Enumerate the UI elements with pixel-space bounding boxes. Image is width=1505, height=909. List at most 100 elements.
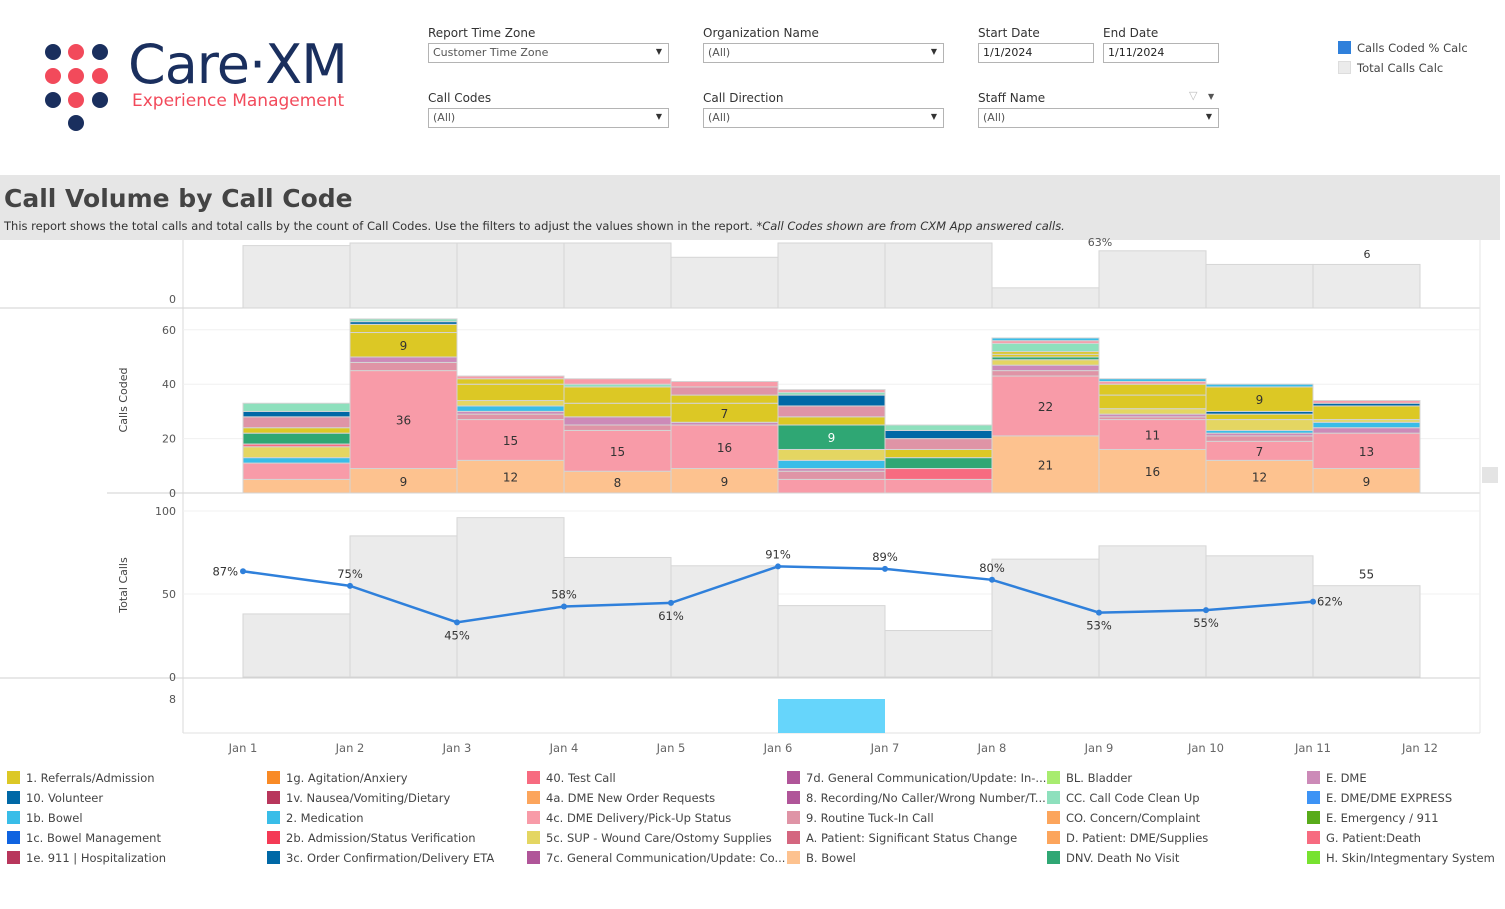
stacked-segment — [1098, 416, 1207, 421]
pct-point — [989, 576, 995, 583]
legend-item[interactable]: E. DME — [1307, 771, 1367, 789]
legend-item[interactable]: 1v. Nausea/Vomiting/Dietary — [267, 791, 450, 809]
y-tick-label: 60 — [162, 324, 176, 337]
legend-item[interactable]: 4c. DME Delivery/Pick-Up Status — [527, 811, 731, 829]
x-tick-label: Jan 8 — [977, 741, 1007, 755]
legend-item[interactable]: CC. Call Code Clean Up — [1047, 791, 1200, 809]
stacked-segment — [1312, 468, 1421, 494]
pct-label: 53% — [1086, 619, 1112, 633]
legend-swatch — [1047, 791, 1060, 804]
legend-item[interactable]: G. Patient:Death — [1307, 831, 1421, 849]
legend-item[interactable]: 1c. Bowel Management — [7, 831, 161, 849]
legend-item[interactable]: 1e. 911 | Hospitalization — [7, 851, 166, 869]
stacked-segment — [1098, 383, 1207, 396]
legend-item[interactable]: A. Patient: Significant Status Change — [787, 831, 1017, 849]
stacked-segment — [349, 370, 458, 470]
legend-swatch — [1307, 791, 1320, 804]
measure-legend-item[interactable]: Calls Coded % Calc — [1338, 41, 1468, 59]
x-tick-label: Jan 12 — [1401, 741, 1438, 755]
x-tick-label: Jan 7 — [870, 741, 900, 755]
legend-item[interactable]: 1b. Bowel — [7, 811, 83, 829]
stacked-segment — [670, 402, 779, 423]
legend-item[interactable]: H. Skin/Integmentary System — [1307, 851, 1495, 869]
legend-item[interactable]: B. Bowel — [787, 851, 856, 869]
stacked-segment — [563, 416, 672, 426]
end-date-input[interactable]: 1/11/2024 — [1103, 43, 1219, 63]
stacked-segment — [349, 361, 458, 372]
legend-item[interactable]: 1g. Agitation/Anxiery — [267, 771, 408, 789]
staff-name-label: Staff Name — [978, 91, 1046, 105]
segment-value-label: 9 — [1363, 475, 1371, 489]
stacked-segment — [1312, 427, 1421, 434]
legend-item[interactable]: 5c. SUP - Wound Care/Ostomy Supplies — [527, 831, 772, 849]
stacked-segment — [1205, 440, 1314, 461]
call-codes-dropdown[interactable]: (All) ▼ — [428, 108, 669, 128]
legend-item[interactable]: 2. Medication — [267, 811, 364, 829]
stacked-segment — [670, 394, 779, 404]
start-date-label: Start Date — [978, 26, 1040, 40]
organization-name-dropdown[interactable]: (All) ▼ — [703, 43, 944, 63]
stacked-segment — [777, 391, 886, 396]
legend-swatch — [787, 831, 800, 844]
stacked-segment — [242, 457, 351, 464]
stacked-segment — [1098, 408, 1207, 415]
legend-item[interactable]: D. Patient: DME/Supplies — [1047, 831, 1208, 849]
segment-value-label: 9 — [1256, 393, 1264, 407]
report-time-zone-value: Customer Time Zone — [433, 46, 549, 59]
legend-item[interactable]: 9. Routine Tuck-In Call — [787, 811, 934, 829]
legend-item[interactable]: DNV. Death No Visit — [1047, 851, 1179, 869]
legend-item[interactable]: 7d. General Communication/Update: In-... — [787, 771, 1046, 789]
chevron-down-icon: ▼ — [930, 47, 937, 56]
legend-item[interactable]: 8. Recording/No Caller/Wrong Number/T... — [787, 791, 1046, 809]
stacked-segment — [456, 405, 565, 412]
report-time-zone-dropdown[interactable]: Customer Time Zone ▼ — [428, 43, 669, 63]
total-calls-bar — [1098, 545, 1207, 678]
top-panel-bar — [777, 242, 886, 309]
total-calls-bar — [563, 556, 672, 678]
call-direction-value: (All) — [708, 111, 731, 124]
legend-item[interactable]: 1. Referrals/Admission — [7, 771, 155, 789]
stacked-segment — [349, 468, 458, 494]
legend-item[interactable]: CO. Concern/Complaint — [1047, 811, 1200, 829]
legend-item[interactable]: 7c. General Communication/Update: Co... — [527, 851, 785, 869]
y-tick-label: 20 — [162, 433, 176, 446]
legend-swatch — [7, 851, 20, 864]
y-tick-label: 50 — [162, 588, 176, 601]
segment-value-label: 21 — [1038, 458, 1053, 472]
stacked-segment — [1205, 459, 1314, 494]
subtitle-text: This report shows the total calls and to… — [4, 219, 753, 233]
segment-value-label: 16 — [717, 441, 732, 455]
pct-label: 87% — [212, 564, 238, 578]
stacked-segment — [563, 383, 672, 388]
y-tick-label: 8 — [169, 693, 176, 706]
legend-item[interactable]: E. Emergency / 911 — [1307, 811, 1439, 829]
segment-value-label: 9 — [400, 475, 408, 489]
staff-name-dropdown[interactable]: (All) ▼ — [978, 108, 1219, 128]
title-band — [0, 175, 1500, 240]
legend-swatch — [787, 771, 800, 784]
segment-value-label: 13 — [1359, 445, 1374, 459]
filter-icon[interactable]: ▽ — [1189, 89, 1198, 102]
legend-item[interactable]: 3c. Order Confirmation/Delivery ETA — [267, 851, 494, 869]
filter-menu-icon[interactable]: ▼ — [1208, 92, 1215, 101]
stacked-segment — [884, 457, 993, 470]
legend-item[interactable]: 4a. DME New Order Requests — [527, 791, 715, 809]
chevron-down-icon: ▼ — [1205, 112, 1212, 121]
start-date-input[interactable]: 1/1/2024 — [978, 43, 1094, 63]
legend-item[interactable]: E. DME/DME EXPRESS — [1307, 791, 1452, 809]
stacked-segment — [1312, 432, 1421, 470]
pct-label: 61% — [658, 609, 684, 623]
measure-legend-item[interactable]: Total Calls Calc — [1338, 61, 1443, 79]
calls-coded-pct-line — [242, 565, 1314, 624]
legend-item[interactable]: 10. Volunteer — [7, 791, 103, 809]
call-direction-dropdown[interactable]: (All) ▼ — [703, 108, 944, 128]
legend-item[interactable]: BL. Bladder — [1047, 771, 1132, 789]
legend-label: Total Calls Calc — [1357, 61, 1444, 75]
pct-label: 62% — [1317, 595, 1343, 609]
scrollbar-handle[interactable] — [1482, 467, 1498, 483]
stacked-segment — [563, 424, 672, 431]
legend-label: 4a. DME New Order Requests — [546, 791, 716, 805]
report-time-zone-label: Report Time Zone — [428, 26, 536, 40]
legend-item[interactable]: 2b. Admission/Status Verification — [267, 831, 476, 849]
legend-item[interactable]: 40. Test Call — [527, 771, 616, 789]
